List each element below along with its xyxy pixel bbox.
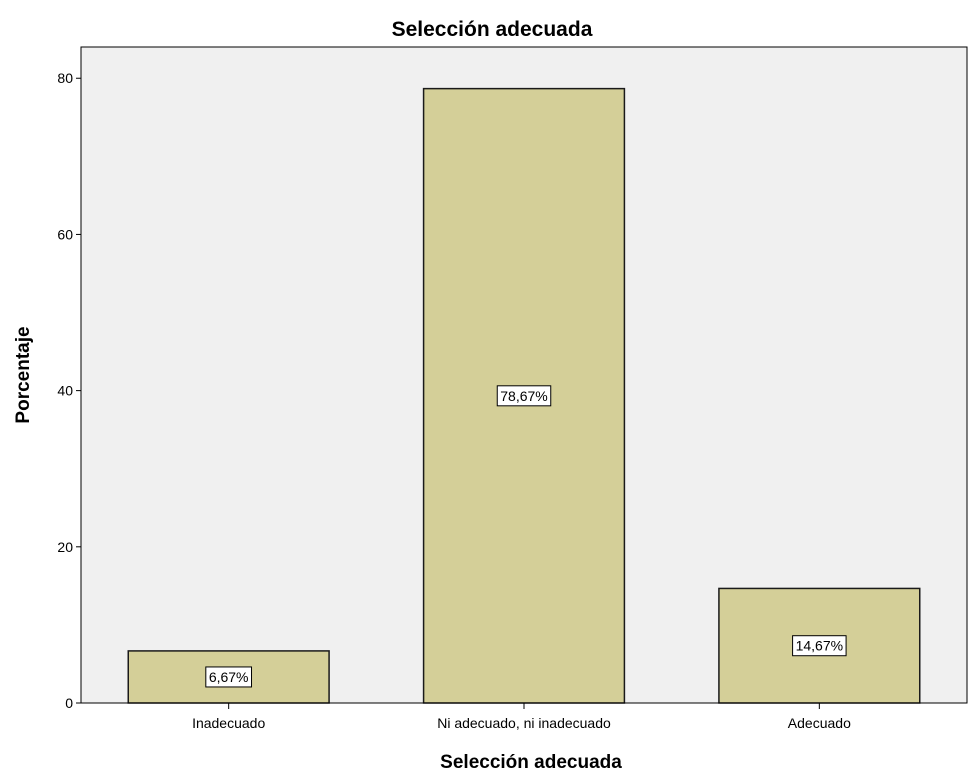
y-tick-label-2: 40 — [57, 383, 73, 399]
x-axis-title: Selección adecuada — [440, 752, 622, 771]
chart-title: Selección adecuada — [392, 18, 593, 41]
y-axis-title: Porcentaje — [13, 326, 34, 423]
data-label-box-0 — [205, 666, 253, 688]
data-label-0: 6,67% — [205, 666, 253, 688]
x-tick-label-0: Inadecuado — [192, 715, 265, 731]
y-tick-label-4: 80 — [57, 70, 73, 86]
data-label-2: 14,67% — [792, 635, 847, 657]
data-label-text-2: 14,67% — [796, 638, 843, 654]
y-tick-label-3: 60 — [57, 226, 73, 242]
x-tick-label-1: Ni adecuado, ni inadecuado — [437, 715, 611, 731]
data-label-text-0: 6,67% — [209, 669, 249, 685]
data-label-box-1 — [496, 385, 552, 407]
y-tick-label-0: 0 — [65, 695, 73, 711]
data-label-text-1: 78,67% — [500, 388, 547, 404]
data-label-1: 78,67% — [496, 385, 552, 407]
data-label-box-2 — [792, 635, 847, 657]
y-tick-label-1: 20 — [57, 539, 73, 555]
x-tick-label-2: Adecuado — [788, 715, 851, 731]
